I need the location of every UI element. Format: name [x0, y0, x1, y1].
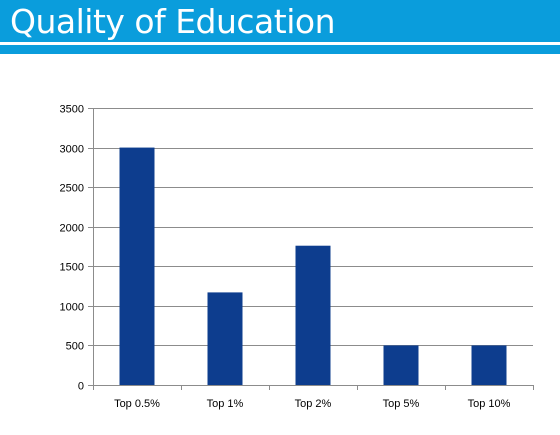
bar-top-5- [383, 345, 419, 385]
title-underline [10, 43, 560, 45]
x-tick-label: Top 5% [383, 398, 420, 410]
x-tick-label: Top 2% [295, 398, 332, 410]
bar-top-0-5- [119, 147, 155, 385]
y-tick-label: 0 [78, 381, 84, 393]
y-tick-label: 2500 [60, 183, 84, 195]
y-tick-label: 1500 [60, 262, 84, 274]
bars [119, 147, 507, 385]
bar-top-10- [471, 345, 507, 385]
x-tick-labels: Top 0.5% Top 1% Top 2% Top 5% Top 10% [114, 398, 511, 410]
y-tick-label: 500 [66, 341, 84, 353]
y-tick-label: 2000 [60, 223, 84, 235]
y-tick-label: 3500 [60, 104, 84, 116]
x-tick-label: Top 10% [468, 398, 511, 410]
x-tick-label: Top 0.5% [114, 398, 160, 410]
gridlines [93, 108, 533, 346]
y-tick-label: 1000 [60, 302, 84, 314]
y-tick-labels: 0 500 1000 1500 2000 2500 3000 3500 [60, 104, 84, 393]
y-tick-label: 3000 [60, 144, 84, 156]
header-rule [0, 45, 560, 54]
page-title: Quality of Education [10, 2, 336, 41]
x-tick-label: Top 1% [207, 398, 244, 410]
header-banner: Quality of Education [0, 0, 560, 42]
axes [88, 108, 534, 390]
bar-top-1- [207, 292, 243, 385]
bar-top-2- [295, 245, 331, 385]
